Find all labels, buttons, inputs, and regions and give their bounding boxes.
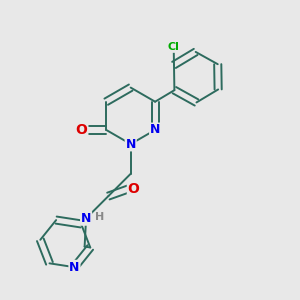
Text: N: N bbox=[69, 261, 80, 274]
Text: N: N bbox=[81, 212, 91, 225]
Text: O: O bbox=[76, 123, 88, 137]
Text: N: N bbox=[125, 138, 136, 151]
Text: N: N bbox=[150, 123, 160, 136]
Text: Cl: Cl bbox=[168, 42, 180, 52]
Text: H: H bbox=[95, 212, 104, 222]
Text: O: O bbox=[128, 182, 140, 196]
